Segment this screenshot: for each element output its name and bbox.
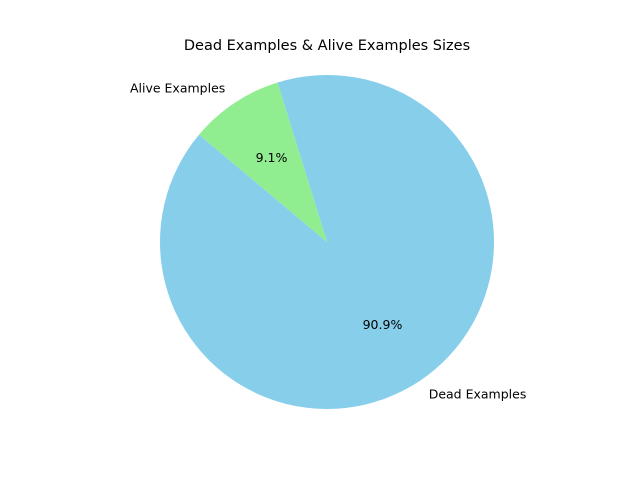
slice-percent-alive-examples: 9.1%: [256, 150, 288, 165]
pie-labels: Dead Examples 90.9% Alive Examples 9.1%: [130, 81, 526, 402]
pie-slice-alive-examples: [199, 82, 327, 243]
slice-label-alive-examples: Alive Examples: [130, 81, 225, 96]
slice-label-dead-examples: Dead Examples: [429, 386, 527, 401]
pie-slice-dead-examples: [159, 75, 495, 409]
chart-title: Dead Examples & Alive Examples Sizes: [184, 38, 470, 54]
slice-percent-dead-examples: 90.9%: [363, 317, 403, 332]
pie-slices: [159, 75, 495, 409]
